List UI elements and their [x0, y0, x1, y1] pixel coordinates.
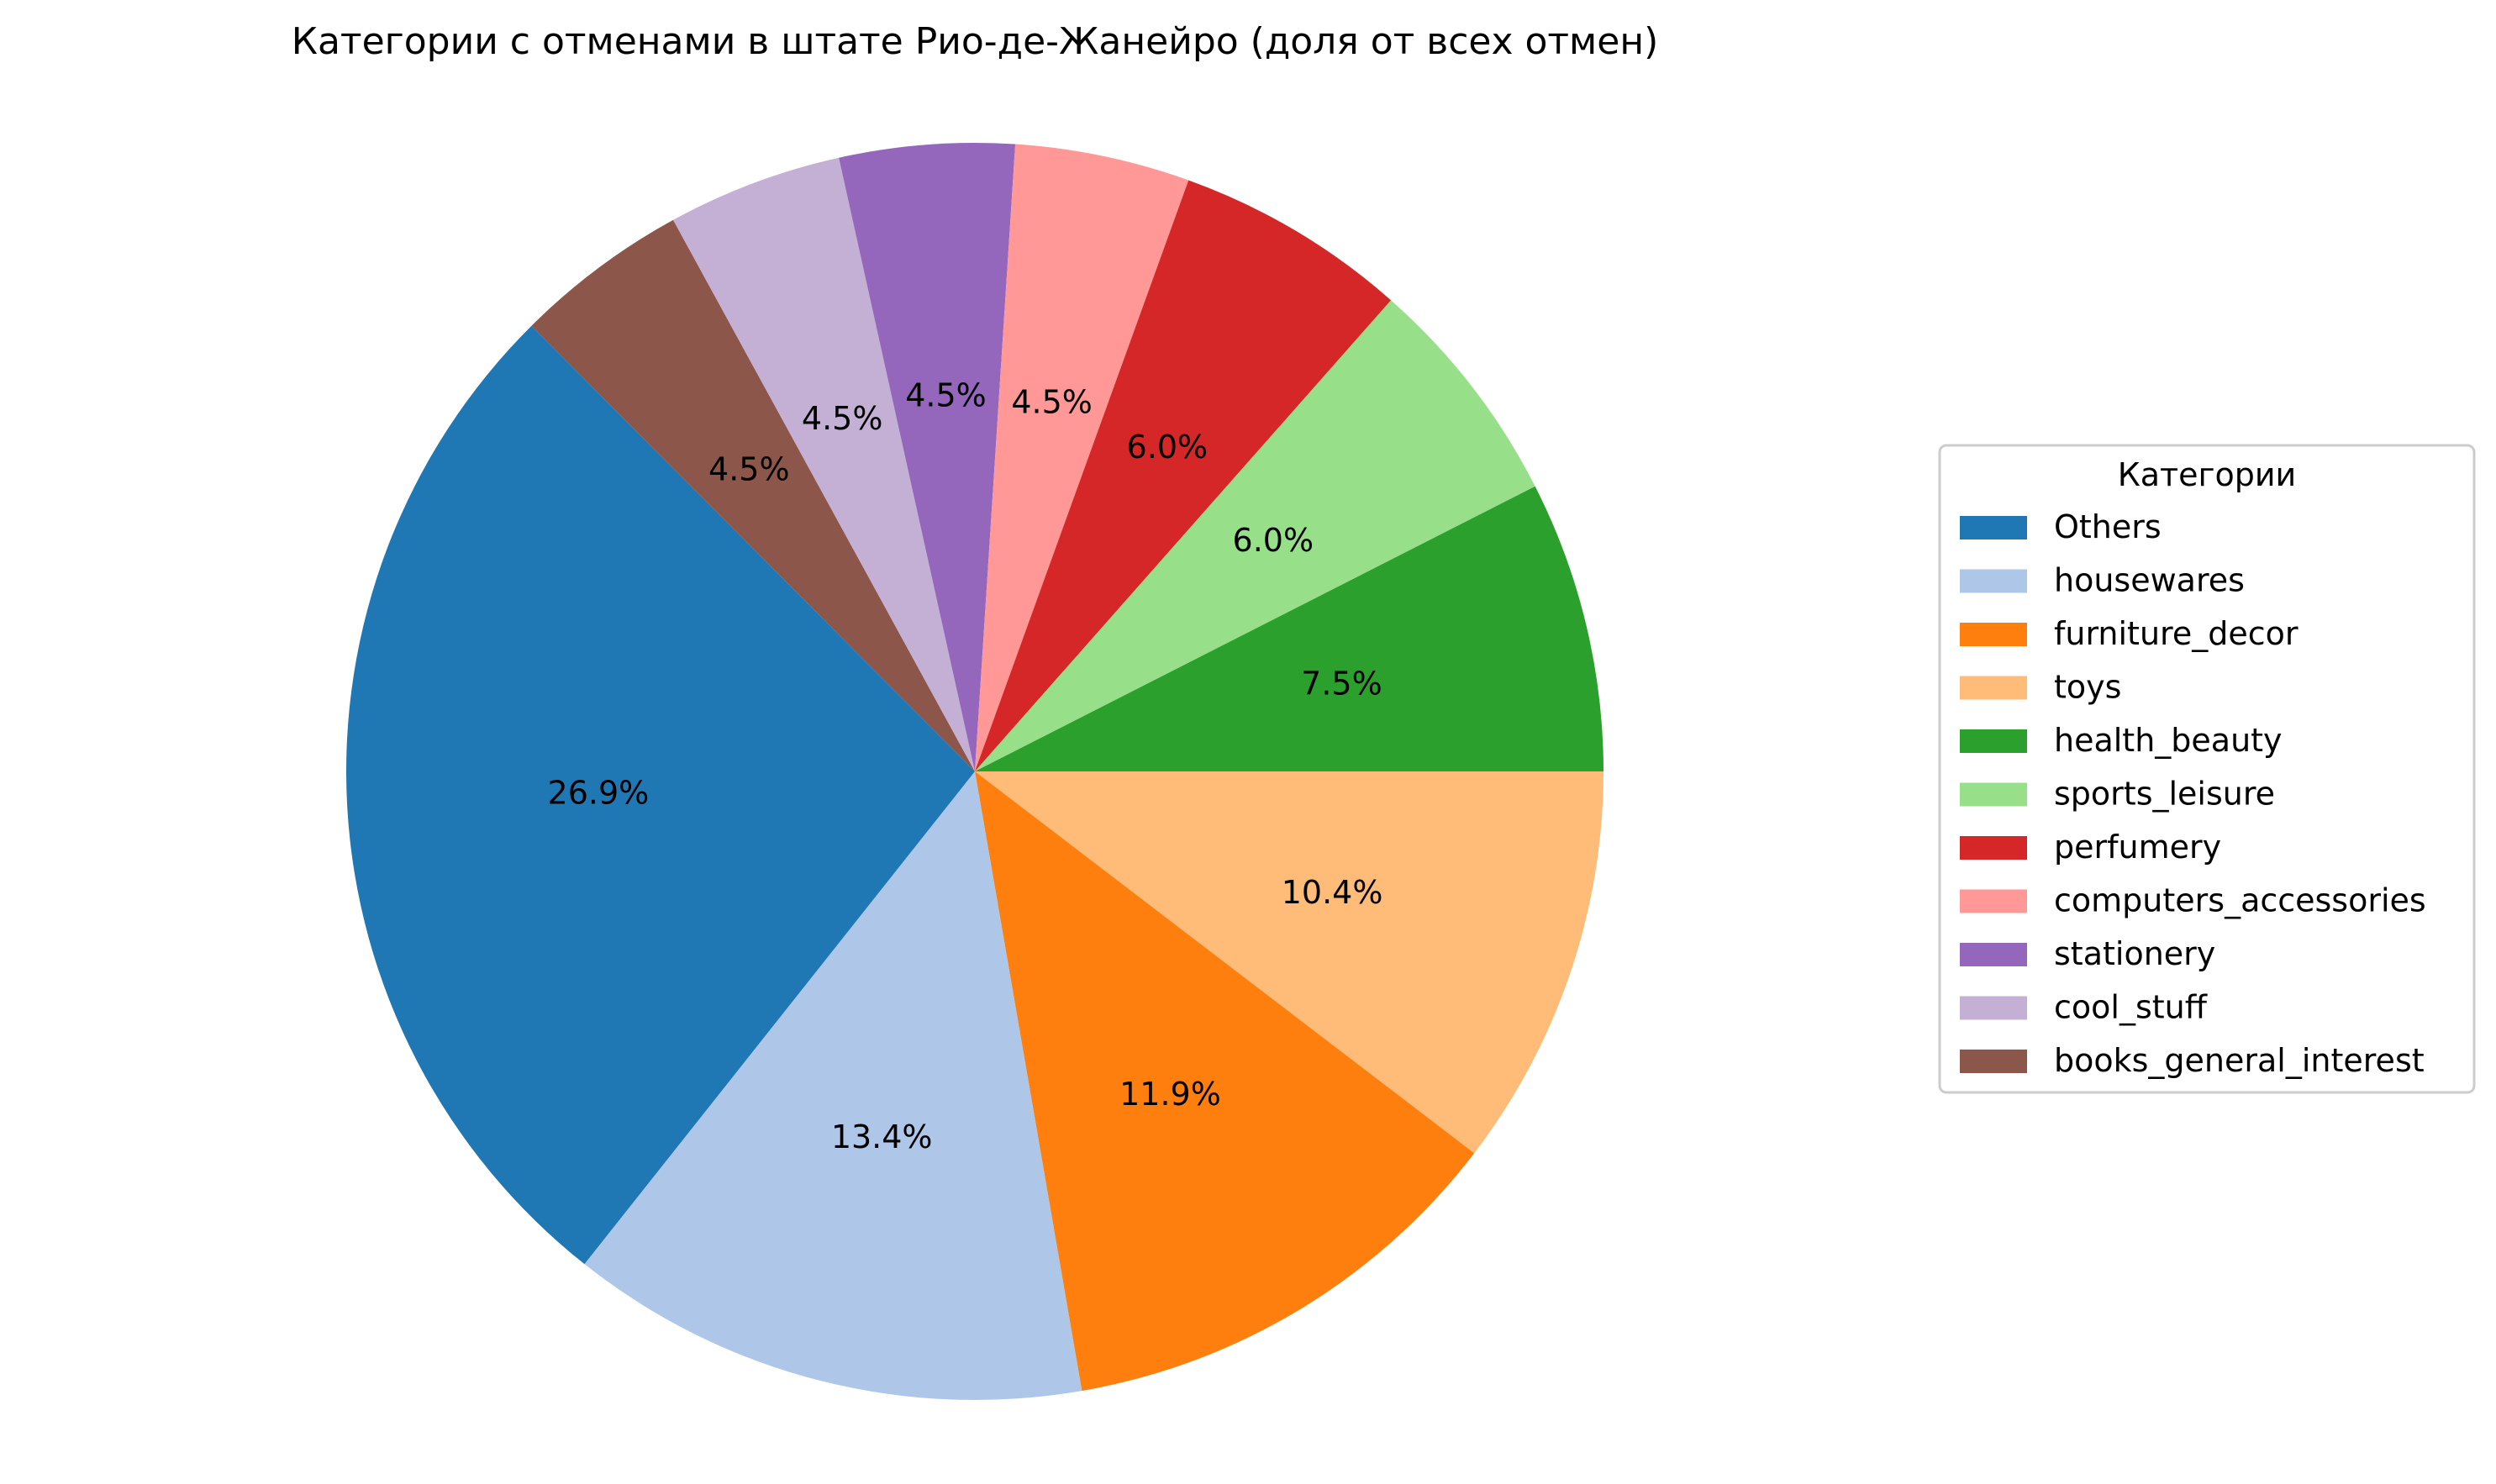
- pie-slice-furniture-decor: [975, 771, 1475, 1392]
- pie-label-toys: 10.4%: [1282, 874, 1383, 911]
- legend: Категории Others housewares furniture_deco…: [1938, 444, 2476, 1094]
- legend-swatch-books-general-interest: [1960, 1050, 2027, 1073]
- legend-item-books-general-interest: books_general_interest: [1960, 1042, 2425, 1079]
- legend-swatch-cool-stuff: [1960, 996, 2027, 1020]
- legend-swatch-others: [1960, 516, 2027, 539]
- pie-slice-toys: [975, 771, 1603, 1154]
- legend-label-computers-accessories: computers_accessories: [2054, 882, 2426, 919]
- legend-item-computers-accessories: computers_accessories: [1960, 882, 2426, 919]
- legend-item-others: Others: [1960, 508, 2162, 545]
- pie-label-health-beauty: 7.5%: [1301, 665, 1382, 702]
- pie-slice-books-general-interest: [531, 219, 975, 771]
- legend-swatch-sports-leisure: [1960, 782, 2027, 807]
- pie-percent-labels: 10.4% 11.9% 13.4% 26.9% 4.5% 4.5% 4.5% 4.5% 6.0%…: [548, 377, 1383, 1155]
- legend-item-stationery: stationery: [1960, 935, 2215, 972]
- pie-label-cool-stuff: 4.5%: [802, 400, 883, 437]
- pie-label-stationery: 4.5%: [905, 377, 987, 414]
- legend-swatch-toys: [1960, 676, 2027, 700]
- legend-item-sports-leisure: sports_leisure: [1960, 776, 2275, 813]
- legend-item-health-beauty: health_beauty: [1960, 722, 2283, 759]
- pie-slice-cool-stuff: [673, 157, 975, 772]
- legend-frame: [1938, 444, 2476, 1094]
- legend-item-toys: toys: [1960, 669, 2121, 706]
- pie-slice-perfumery: [975, 180, 1392, 771]
- legend-swatch-furniture-decor: [1960, 623, 2027, 646]
- chart-title: Категории с отменами в штате Рио-де-Жане…: [292, 20, 1659, 63]
- legend-label-cool-stuff: cool_stuff: [2054, 989, 2208, 1026]
- pie-slice-computers-accessories: [975, 144, 1189, 771]
- legend-swatch-computers-accessories: [1960, 889, 2027, 913]
- legend-label-books-general-interest: books_general_interest: [2054, 1042, 2425, 1079]
- pie-slice-sports-leisure: [975, 300, 1535, 771]
- pie-slice-housewares: [584, 771, 1082, 1401]
- legend-swatch-health-beauty: [1960, 729, 2027, 753]
- legend-item-perfumery: perfumery: [1960, 829, 2221, 866]
- pie-label-sports-leisure: 6.0%: [1233, 522, 1314, 559]
- pie-label-others: 26.9%: [548, 774, 650, 811]
- legend-label-perfumery: perfumery: [2054, 829, 2221, 866]
- legend-swatch-stationery: [1960, 943, 2027, 966]
- legend-swatch-housewares: [1960, 569, 2027, 593]
- pie-label-housewares: 13.4%: [831, 1118, 933, 1155]
- pie-slice-stationery: [839, 142, 1016, 771]
- legend-title: Категории: [2118, 456, 2297, 493]
- pie-label-furniture-decor: 11.9%: [1119, 1076, 1221, 1113]
- pie-slice-others: [345, 325, 975, 1265]
- pie-label-books-general-interest: 4.5%: [708, 451, 790, 488]
- legend-label-health-beauty: health_beauty: [2054, 722, 2283, 759]
- legend-label-toys: toys: [2054, 669, 2121, 706]
- legend-item-cool-stuff: cool_stuff: [1960, 989, 2208, 1026]
- legend-label-stationery: stationery: [2054, 935, 2215, 972]
- legend-label-sports-leisure: sports_leisure: [2054, 776, 2275, 813]
- legend-label-others: Others: [2054, 508, 2162, 545]
- pie-slice-health-beauty: [975, 486, 1603, 771]
- pie-slices: [345, 142, 1603, 1401]
- pie-label-perfumery: 6.0%: [1127, 429, 1209, 466]
- legend-label-housewares: housewares: [2054, 562, 2245, 599]
- legend-item-furniture-decor: furniture_decor: [1960, 615, 2299, 652]
- legend-label-furniture-decor: furniture_decor: [2054, 615, 2299, 652]
- pie-label-computers-accessories: 4.5%: [1011, 384, 1093, 421]
- legend-swatch-perfumery: [1960, 836, 2027, 860]
- legend-item-housewares: housewares: [1960, 562, 2245, 599]
